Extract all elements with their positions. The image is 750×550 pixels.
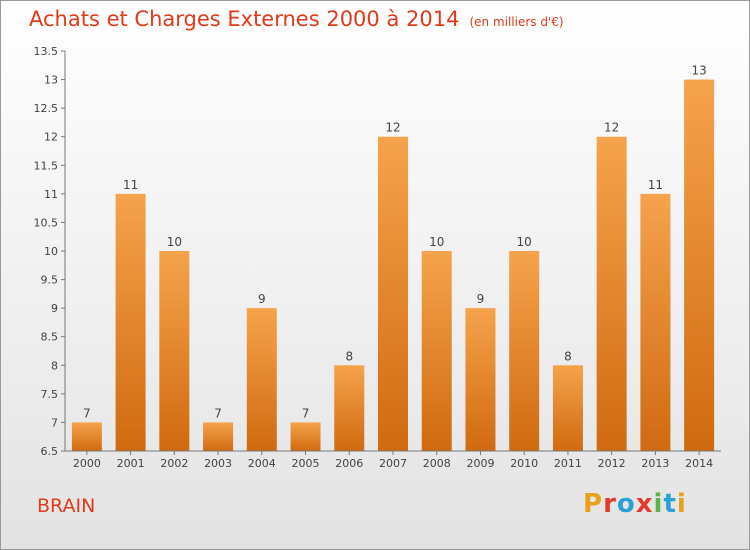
logo-letter: P (583, 489, 604, 519)
bar-value-label: 10 (429, 235, 444, 249)
logo-letter: i (653, 489, 664, 519)
chart-subtitle: (en milliers d'€) (469, 15, 564, 29)
x-tick-label: 2003 (204, 457, 232, 470)
x-tick-label: 2014 (685, 457, 713, 470)
bar (684, 79, 715, 452)
logo-letter: o (616, 489, 636, 519)
x-tick-label: 2006 (335, 457, 363, 470)
y-tick-label: 11 (44, 188, 58, 201)
y-tick-label: 6.5 (41, 445, 59, 458)
bar (640, 193, 671, 451)
bar (203, 422, 234, 451)
bar (552, 365, 583, 451)
bar (71, 422, 102, 451)
bar (159, 251, 190, 451)
x-tick-label: 2005 (292, 457, 320, 470)
bar-value-label: 7 (83, 406, 91, 420)
y-tick-label: 8 (51, 359, 58, 372)
bar-value-label: 13 (691, 64, 706, 78)
x-tick-label: 2008 (423, 457, 451, 470)
y-tick-label: 12.5 (34, 102, 59, 115)
bar (465, 308, 496, 451)
bar (509, 251, 540, 451)
logo-letter: t (663, 489, 677, 519)
x-tick-label: 2004 (248, 457, 276, 470)
y-tick-label: 11.5 (34, 159, 59, 172)
y-tick-label: 8.5 (41, 331, 59, 344)
bar-value-label: 8 (345, 349, 353, 363)
bar (290, 422, 321, 451)
bar-value-label: 7 (214, 406, 222, 420)
bar (378, 136, 408, 451)
y-tick-label: 10 (44, 245, 58, 258)
x-tick-label: 2001 (117, 457, 145, 470)
bar-value-label: 10 (167, 235, 182, 249)
bar (421, 251, 452, 451)
x-tick-label: 2011 (554, 457, 582, 470)
bar-value-label: 11 (648, 178, 663, 192)
x-tick-label: 2012 (598, 457, 626, 470)
x-tick-label: 2010 (510, 457, 538, 470)
y-tick-label: 9 (51, 302, 58, 315)
y-tick-label: 13 (44, 74, 58, 87)
bars: 7 11 10 7 9 7 8 12 10 9 10 8 12 11 13 (71, 64, 715, 452)
x-tick-label: 2013 (641, 457, 669, 470)
bar-value-label: 9 (258, 292, 266, 306)
logo-letter: i (676, 489, 687, 519)
bar-value-label: 11 (123, 178, 138, 192)
place-name: BRAIN (37, 495, 96, 517)
x-axis: 2000 2001 2002 2003 2004 2005 2006 2007 2008 2009… (65, 450, 721, 470)
y-tick-label: 10.5 (34, 216, 59, 229)
bar-value-label: 12 (385, 121, 400, 135)
y-tick-label: 9.5 (41, 274, 59, 287)
y-tick-label: 12 (44, 131, 58, 144)
chart-title: Achats et Charges Externes 2000 à 2014 (e… (29, 7, 564, 31)
bar (596, 136, 627, 451)
bar-value-label: 7 (302, 406, 310, 420)
logo-letter: r (603, 489, 617, 519)
bar (115, 193, 146, 451)
bar-value-label: 8 (564, 349, 572, 363)
proxiti-logo[interactable]: Proxiti (583, 489, 687, 519)
x-tick-label: 2007 (379, 457, 407, 470)
x-tick-label: 2002 (160, 457, 188, 470)
y-tick-label: 13.5 (34, 45, 59, 58)
x-tick-label: 2000 (73, 457, 101, 470)
bar-value-label: 12 (604, 121, 619, 135)
bar (334, 365, 365, 451)
y-tick-label: 7.5 (41, 388, 59, 401)
bar (246, 308, 277, 451)
y-tick-label: 7 (51, 416, 58, 429)
logo-letter: x (635, 489, 654, 519)
x-tick-label: 2009 (466, 457, 494, 470)
bar-value-label: 9 (477, 292, 485, 306)
chart-title-text: Achats et Charges Externes 2000 à 2014 (29, 7, 460, 31)
bar-value-label: 10 (517, 235, 532, 249)
y-axis: 6.5 7 7.5 8 8.5 9 9.5 10 10.5 11 11.5 12 12.5 13 13.5 (34, 45, 66, 458)
